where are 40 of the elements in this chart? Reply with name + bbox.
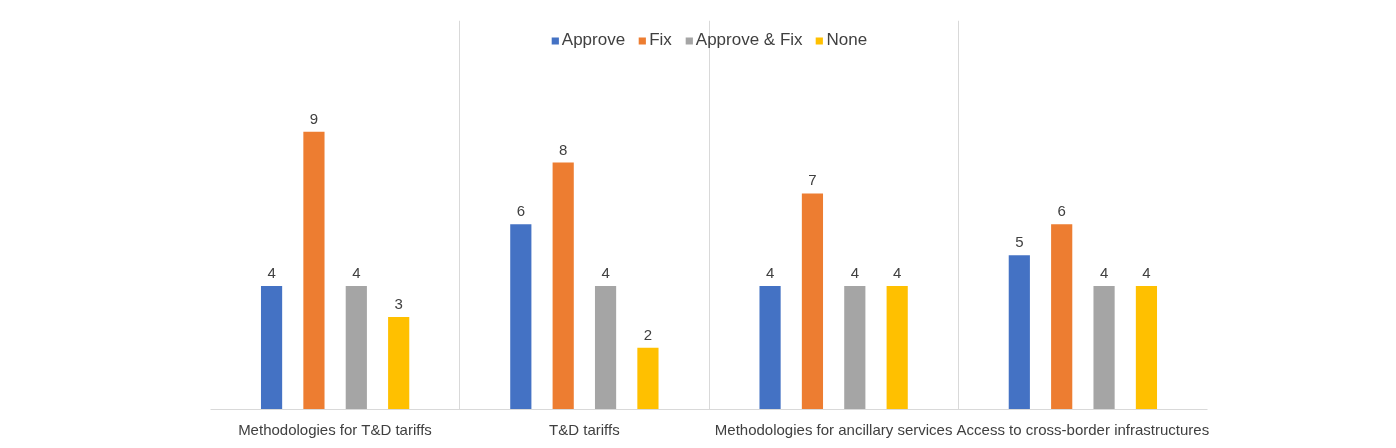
data-label: 4 [850, 264, 859, 282]
legend-label: Approve [561, 30, 626, 50]
x-tick-label: T&D tariffs [549, 420, 620, 438]
x-tick-label: Access to cross-border infrastructures [956, 420, 1210, 438]
bar [594, 286, 617, 410]
data-label: 4 [267, 264, 276, 282]
bar [1051, 224, 1073, 410]
data-label: 5 [1015, 233, 1024, 251]
data-label: 4 [352, 264, 361, 282]
data-label: 8 [559, 140, 568, 158]
bar [637, 347, 659, 410]
bar [510, 224, 532, 410]
data-label: 6 [1057, 202, 1066, 220]
bar [552, 162, 574, 410]
bar [1135, 286, 1158, 410]
data-label: 4 [893, 264, 902, 282]
bar [260, 286, 283, 410]
bar [844, 286, 866, 410]
bar [1008, 255, 1030, 410]
legend-label: Approve & Fix [695, 30, 803, 50]
bar [886, 286, 908, 410]
bar [801, 193, 824, 410]
data-label: 9 [309, 109, 319, 127]
x-tick-label: Methodologies for T&D tariffs [238, 420, 432, 438]
bar [759, 286, 781, 410]
data-label: 4 [601, 264, 610, 282]
bar [1093, 286, 1115, 410]
data-label: 7 [808, 171, 817, 189]
legend-label: Fix [649, 30, 672, 50]
data-label: 6 [516, 202, 525, 220]
data-label: 4 [765, 264, 775, 282]
data-label: 3 [394, 294, 403, 312]
legend-label: None [826, 30, 868, 50]
data-label: 4 [1142, 264, 1151, 282]
data-label: 4 [1099, 264, 1109, 282]
data-label: 2 [643, 325, 653, 343]
x-tick-label: Methodologies for ancillary services [714, 420, 953, 438]
bar [345, 286, 367, 410]
bar [303, 131, 325, 410]
bar [388, 316, 410, 410]
